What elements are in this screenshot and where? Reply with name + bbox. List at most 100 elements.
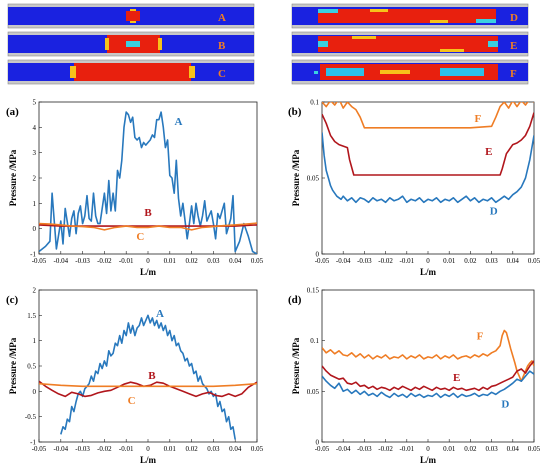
- x-tick-label: 0.03: [485, 257, 498, 265]
- x-tick-label: 0.04: [229, 445, 242, 453]
- series-annotation: E: [453, 372, 460, 384]
- chart-panel-a: -0.05 -0.04 -0.03 -0.02 -0.01 0 0.01 0.02 0.03 0.…: [6, 99, 264, 278]
- panel-label: (c): [6, 294, 19, 306]
- panel-label: (d): [288, 294, 302, 306]
- strip-group-left: A B C: [7, 3, 255, 85]
- x-tick-label: 0.03: [207, 445, 220, 453]
- strip-a: A: [7, 3, 255, 29]
- x-tick-label: 0: [146, 445, 150, 453]
- x-tick-label: -0.01: [400, 445, 415, 453]
- x-tick-label: -0.02: [378, 257, 393, 265]
- x-tick-label: -0.05: [32, 257, 47, 265]
- x-tick-label: 0.05: [528, 257, 541, 265]
- x-tick-label: -0.01: [119, 445, 134, 453]
- series-annotation: B: [144, 207, 152, 219]
- y-tick-label: 0.05: [307, 388, 320, 396]
- series-line-a: [60, 314, 236, 440]
- y-tick-label: 0: [316, 251, 320, 259]
- plot-frame: [38, 101, 258, 255]
- x-tick-label: 0.02: [464, 445, 477, 453]
- x-tick-label: -0.04: [54, 257, 69, 265]
- plot-frame: [321, 101, 535, 255]
- series-annotation: C: [136, 231, 144, 243]
- y-axis-label: Pressure /MPa: [8, 149, 18, 206]
- series-annotation: C: [128, 395, 136, 407]
- y-tick-label: 0.5: [27, 363, 36, 371]
- strip-e: E: [291, 31, 529, 57]
- strip-label-d: D: [510, 12, 518, 24]
- x-tick-label: 0.05: [251, 445, 264, 453]
- x-tick-label: 0.01: [164, 445, 177, 453]
- x-axis-label: L/m: [140, 267, 157, 277]
- y-tick-label: -0.5: [25, 413, 37, 421]
- series-line-d: [322, 370, 534, 399]
- series-annotation: F: [477, 331, 484, 343]
- series-annotation: B: [148, 370, 156, 382]
- x-axis-label: L/m: [420, 267, 437, 277]
- panel-label: (b): [288, 106, 302, 118]
- x-tick-label: 0.02: [185, 257, 198, 265]
- series-line-c: [39, 222, 257, 231]
- x-tick-label: 0.01: [443, 257, 456, 265]
- chart-panel-d: -0.05 -0.04 -0.03 -0.02 -0.01 0 0.01 0.02 0.03 0.…: [288, 287, 541, 466]
- x-axis-label: L/m: [420, 455, 437, 465]
- x-tick-label: 0: [426, 445, 430, 453]
- series-line-b: [39, 380, 257, 398]
- panel-label: (a): [6, 106, 19, 118]
- strip-label-c: C: [218, 68, 226, 80]
- x-tick-label: -0.01: [119, 257, 134, 265]
- strip-label-f: F: [510, 68, 517, 80]
- strip-c: C: [7, 59, 255, 85]
- y-tick-label: 1: [33, 200, 37, 208]
- strip-label-e: E: [510, 40, 517, 52]
- chart-panel-c: -0.05 -0.04 -0.03 -0.02 -0.01 0 0.01 0.02 0.03 0.…: [6, 287, 264, 466]
- x-tick-label: -0.02: [97, 445, 112, 453]
- series-line-e: [322, 360, 534, 392]
- y-tick-label: 0.05: [307, 175, 320, 183]
- x-tick-label: 0.04: [229, 257, 242, 265]
- series-line-f: [322, 329, 534, 383]
- series-line-d: [322, 132, 534, 204]
- x-tick-label: 0: [426, 257, 430, 265]
- y-tick-label: -1: [30, 251, 36, 259]
- x-tick-label: 0: [146, 257, 150, 265]
- x-tick-label: 0.01: [443, 445, 456, 453]
- x-tick-label: -0.01: [400, 257, 415, 265]
- series-annotation: D: [501, 399, 509, 411]
- y-tick-label: 3: [33, 149, 37, 157]
- series-annotation: D: [490, 205, 498, 217]
- x-tick-label: -0.03: [357, 445, 372, 453]
- y-tick-label: 0: [33, 225, 37, 233]
- x-tick-label: 0.04: [507, 445, 520, 453]
- y-tick-label: 4: [33, 124, 37, 132]
- x-tick-label: 0.01: [164, 257, 177, 265]
- x-tick-label: -0.04: [336, 257, 351, 265]
- y-tick-label: 0: [316, 439, 320, 447]
- x-tick-label: 0.05: [528, 445, 541, 453]
- x-tick-label: 0.03: [485, 445, 498, 453]
- x-axis-label: L/m: [140, 455, 157, 465]
- y-tick-label: 2: [33, 287, 37, 295]
- series-line-f: [322, 102, 534, 129]
- y-tick-label: 0.1: [310, 99, 319, 107]
- x-tick-label: 0.02: [185, 445, 198, 453]
- strip-label-a: A: [218, 12, 226, 24]
- series-line-a: [39, 111, 257, 254]
- x-tick-label: -0.03: [75, 257, 90, 265]
- strip-label-b: B: [218, 40, 226, 52]
- x-tick-label: -0.03: [75, 445, 90, 453]
- strip-b: B: [7, 31, 255, 57]
- x-tick-label: -0.02: [378, 445, 393, 453]
- strip-d: D: [291, 3, 529, 29]
- series-line-c: [39, 382, 257, 388]
- x-tick-label: 0.02: [464, 257, 477, 265]
- plot-frame: [321, 289, 535, 443]
- series-annotation: E: [485, 146, 492, 158]
- y-axis-label: Pressure /MPa: [8, 337, 18, 394]
- y-tick-label: 1: [33, 337, 37, 345]
- x-tick-label: -0.04: [336, 445, 351, 453]
- y-tick-label: 5: [33, 99, 37, 107]
- strip-f: F: [291, 59, 529, 85]
- series-annotation: F: [474, 113, 481, 125]
